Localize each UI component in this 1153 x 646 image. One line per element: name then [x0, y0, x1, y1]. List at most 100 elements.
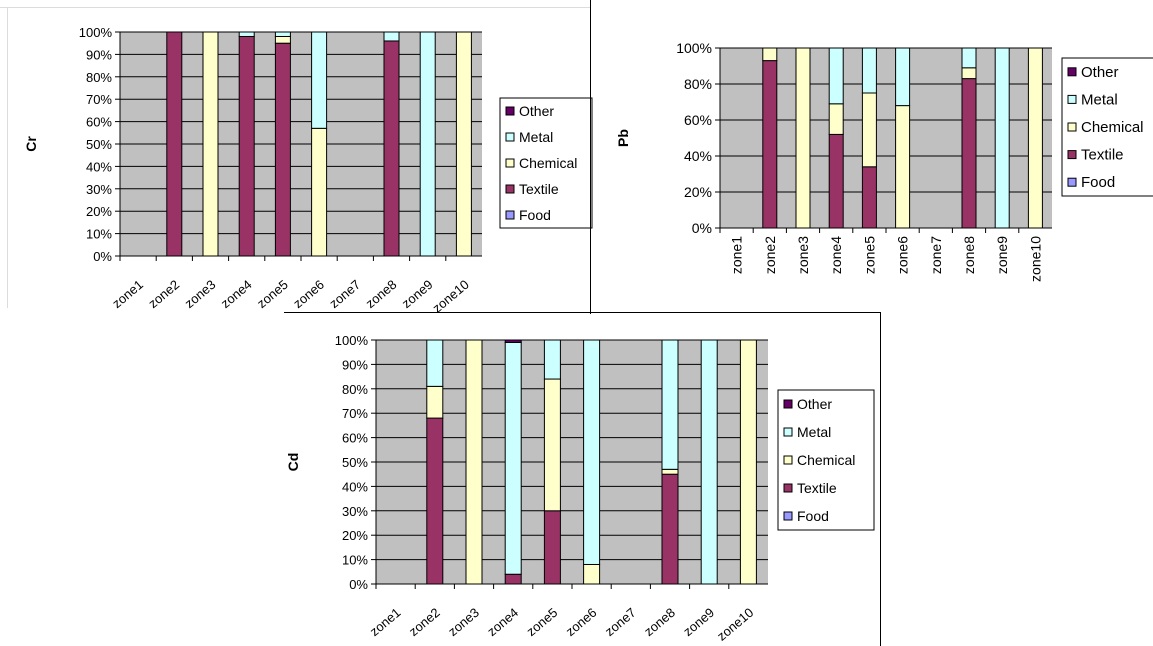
x-tick-label: zone8	[363, 277, 400, 311]
bar-textile-zone8	[383, 40, 400, 257]
legend-swatch-other	[1067, 67, 1077, 77]
legend-label-other: Other	[519, 103, 554, 119]
bar-chemical-zone2	[762, 47, 778, 62]
x-tick-label: zone2	[145, 277, 182, 311]
bar-chemical-zone10	[739, 339, 757, 585]
y-tick-label: 80%	[684, 76, 712, 92]
y-tick-label: 80%	[86, 70, 112, 85]
bar-textile-zone5	[861, 166, 877, 229]
legend-swatch-chemical	[505, 158, 515, 168]
bar-chemical-zone3	[465, 339, 483, 585]
y-tick-label: 10%	[86, 227, 112, 242]
bar-chemical-zone6	[895, 105, 911, 229]
legend-swatch-food	[505, 210, 515, 220]
bar-chemical-zone5	[543, 378, 561, 512]
bar-metal-zone4	[504, 341, 522, 575]
legend-box	[777, 389, 875, 531]
bar-chemical-zone5	[861, 92, 877, 168]
x-tick-label: zone7	[326, 277, 363, 311]
bar-metal-zone8	[383, 31, 400, 42]
x-tick-label: zone1	[729, 236, 745, 274]
legend-swatch-metal	[505, 132, 515, 142]
legend-swatch-other	[505, 106, 515, 116]
x-tick-label: zone9	[994, 236, 1010, 274]
bar-metal-zone4	[828, 47, 844, 105]
x-tick-label: zone9	[680, 605, 717, 639]
x-tick-label: zone7	[602, 605, 639, 639]
bar-textile-zone5	[543, 510, 561, 585]
panel-divider-top	[0, 7, 590, 8]
y-tick-label: 0%	[349, 577, 368, 592]
y-tick-label: 20%	[86, 204, 112, 219]
cd-chart: 0%10%20%30%40%50%60%70%80%90%100%zone1 zo…	[284, 312, 881, 646]
y-tick-label: 30%	[342, 504, 368, 519]
x-tick-label: zone4	[484, 605, 521, 639]
legend-label-metal: Metal	[797, 424, 831, 440]
legend-label-chemical: Chemical	[1081, 119, 1144, 136]
x-tick-label: zone5	[524, 605, 561, 639]
x-tick-label: zone6	[895, 236, 911, 274]
y-tick-label: 60%	[86, 115, 112, 130]
legend-label-textile: Textile	[519, 181, 559, 197]
legend-label-food: Food	[519, 207, 551, 223]
legend-swatch-food	[1067, 177, 1077, 187]
y-tick-label: 40%	[342, 479, 368, 494]
y-tick-label: 30%	[86, 182, 112, 197]
x-tick-label: zone4	[218, 277, 255, 311]
y-tick-label: 40%	[684, 148, 712, 164]
legend-swatch-chemical	[1067, 122, 1077, 132]
legend-swatch-chemical	[783, 455, 793, 465]
x-tick-label: zone8	[961, 236, 977, 274]
bar-metal-zone9	[419, 31, 436, 257]
legend-label-food: Food	[1081, 174, 1115, 191]
bar-chemical-zone10	[1027, 47, 1043, 229]
y-axis-title: Cd	[285, 453, 301, 472]
bar-metal-zone5	[861, 47, 877, 94]
bar-chemical-zone4	[828, 103, 844, 135]
bar-chemical-zone3	[202, 31, 219, 257]
x-tick-label: zone6	[290, 277, 327, 311]
x-tick-label: zone2	[762, 236, 778, 274]
bar-textile-zone8	[961, 78, 977, 229]
x-tick-label: zone1	[367, 605, 404, 639]
bar-chemical-zone8	[961, 67, 977, 80]
y-tick-label: 70%	[86, 92, 112, 107]
bar-metal-zone8	[961, 47, 977, 69]
legend-swatch-metal	[783, 427, 793, 437]
x-tick-label: zone3	[795, 236, 811, 274]
cr-chart: 0%10%20%30%40%50%60%70%80%90%100%zone1 zo…	[23, 25, 593, 316]
y-axis-title: Pb	[615, 129, 631, 147]
y-tick-label: 40%	[86, 159, 112, 174]
legend-label-textile: Textile	[797, 480, 837, 496]
x-tick-label: zone1	[109, 277, 146, 311]
bar-chemical-zone2	[426, 385, 444, 419]
y-tick-label: 20%	[684, 184, 712, 200]
bar-metal-zone4	[238, 31, 255, 37]
legend-swatch-textile	[1067, 150, 1077, 160]
y-tick-label: 100%	[79, 25, 113, 40]
y-tick-label: 0%	[93, 249, 112, 264]
legend-swatch-food	[783, 511, 793, 521]
bar-other-zone4	[504, 339, 522, 343]
legend-label-metal: Metal	[1081, 91, 1118, 108]
x-tick-label: zone3	[182, 277, 219, 311]
x-tick-label: zone4	[828, 236, 844, 274]
legend-swatch-textile	[505, 184, 515, 194]
bar-metal-zone9	[700, 339, 718, 585]
y-tick-label: 50%	[342, 455, 368, 470]
x-tick-label: zone10	[714, 605, 756, 644]
y-tick-label: 50%	[86, 137, 112, 152]
bar-chemical-zone6	[583, 563, 601, 585]
y-axis-title: Cr	[23, 136, 39, 152]
bar-textile-zone2	[166, 31, 183, 257]
y-tick-label: 0%	[692, 220, 712, 236]
y-tick-label: 20%	[342, 528, 368, 543]
bar-metal-zone6	[311, 31, 328, 129]
bar-chemical-zone6	[311, 127, 328, 257]
bar-textile-zone4	[504, 573, 522, 585]
bar-metal-zone5	[274, 31, 291, 37]
legend-swatch-textile	[783, 483, 793, 493]
bar-textile-zone4	[828, 133, 844, 229]
legend-label-other: Other	[797, 396, 832, 412]
bar-textile-zone5	[274, 42, 291, 257]
